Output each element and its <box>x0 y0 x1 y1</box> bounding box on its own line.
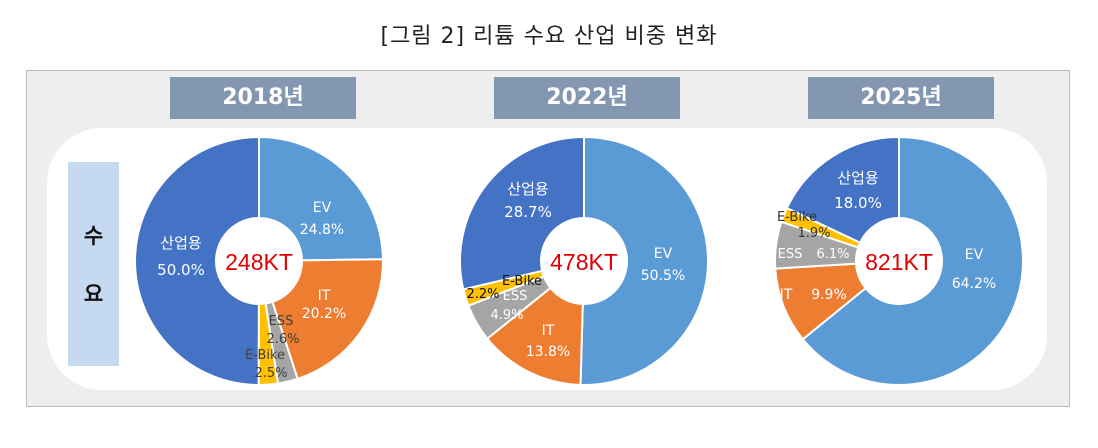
slice-name-2022-industrial: 산업용 <box>507 180 548 198</box>
slice-name-2018-ev: EV <box>313 200 332 216</box>
slice-name-2022-e-bike: E-Bike <box>502 274 542 289</box>
slice-name-2022-it: IT <box>542 323 555 339</box>
slice-value-2022-e-bike: 2.2% <box>466 287 499 302</box>
slice-2025-ev <box>801 135 1024 386</box>
slice-name-2018-it: IT <box>318 288 331 304</box>
center-total-2018: 248KT <box>225 249 293 275</box>
slice-value-2025-e-bike: 1.9% <box>797 226 830 241</box>
year-label-2018: 2018년 <box>170 77 356 119</box>
slice-value-2022-it: 13.8% <box>526 344 570 360</box>
slice-name-2025-industrial: 산업용 <box>837 169 878 187</box>
slice-value-2025-it: 9.9% <box>811 287 847 303</box>
slice-2018-industrial <box>134 135 260 387</box>
slice-value-2025-ev: 64.2% <box>952 276 996 292</box>
year-label-2022: 2022년 <box>494 77 680 119</box>
slice-name-2025-ev: EV <box>965 247 984 263</box>
slice-2022-it <box>485 286 584 386</box>
slice-name-2018-e-bike: E-Bike <box>245 348 285 363</box>
slice-value-2025-industrial: 18.0% <box>834 194 882 212</box>
slice-value-2025-ess: 6.1% <box>816 247 849 262</box>
slice-2022-industrial <box>459 135 585 291</box>
slice-2022-ev <box>579 135 709 386</box>
slice-2025-industrial <box>785 135 900 244</box>
center-total-2025: 821KT <box>865 249 933 275</box>
year-label-2025: 2025년 <box>808 77 994 119</box>
slice-value-2018-industrial: 50.0% <box>157 261 205 279</box>
slice-name-2025-ess: ESS <box>778 247 803 262</box>
slice-name-2022-ev: EV <box>654 246 673 262</box>
slice-name-2018-ess: ESS <box>269 314 294 329</box>
slice-value-2022-ess: 4.9% <box>490 308 523 323</box>
figure-title: [그림 2] 리튬 수요 산업 비중 변화 <box>380 24 718 49</box>
slice-2018-ev <box>258 135 385 262</box>
row-label-char-2: 요 <box>83 282 104 306</box>
center-total-2022: 478KT <box>550 249 618 275</box>
slice-value-2022-ev: 50.5% <box>641 268 685 284</box>
slice-value-2022-industrial: 28.7% <box>504 203 552 221</box>
row-label-demand: 수 요 <box>68 162 119 366</box>
slice-value-2018-ev: 24.8% <box>300 222 344 238</box>
slice-name-2022-ess: ESS <box>503 289 528 304</box>
slice-value-2018-it: 20.2% <box>302 306 346 322</box>
slice-value-2018-e-bike: 2.5% <box>254 366 287 381</box>
slice-name-2018-industrial: 산업용 <box>160 234 201 252</box>
slice-name-2025-e-bike: E-Bike <box>777 210 817 225</box>
slice-name-2025-it: IT <box>780 287 793 303</box>
row-label-char-1: 수 <box>83 224 104 248</box>
slice-2018-it <box>271 258 384 381</box>
slice-value-2018-ess: 2.6% <box>266 332 299 347</box>
